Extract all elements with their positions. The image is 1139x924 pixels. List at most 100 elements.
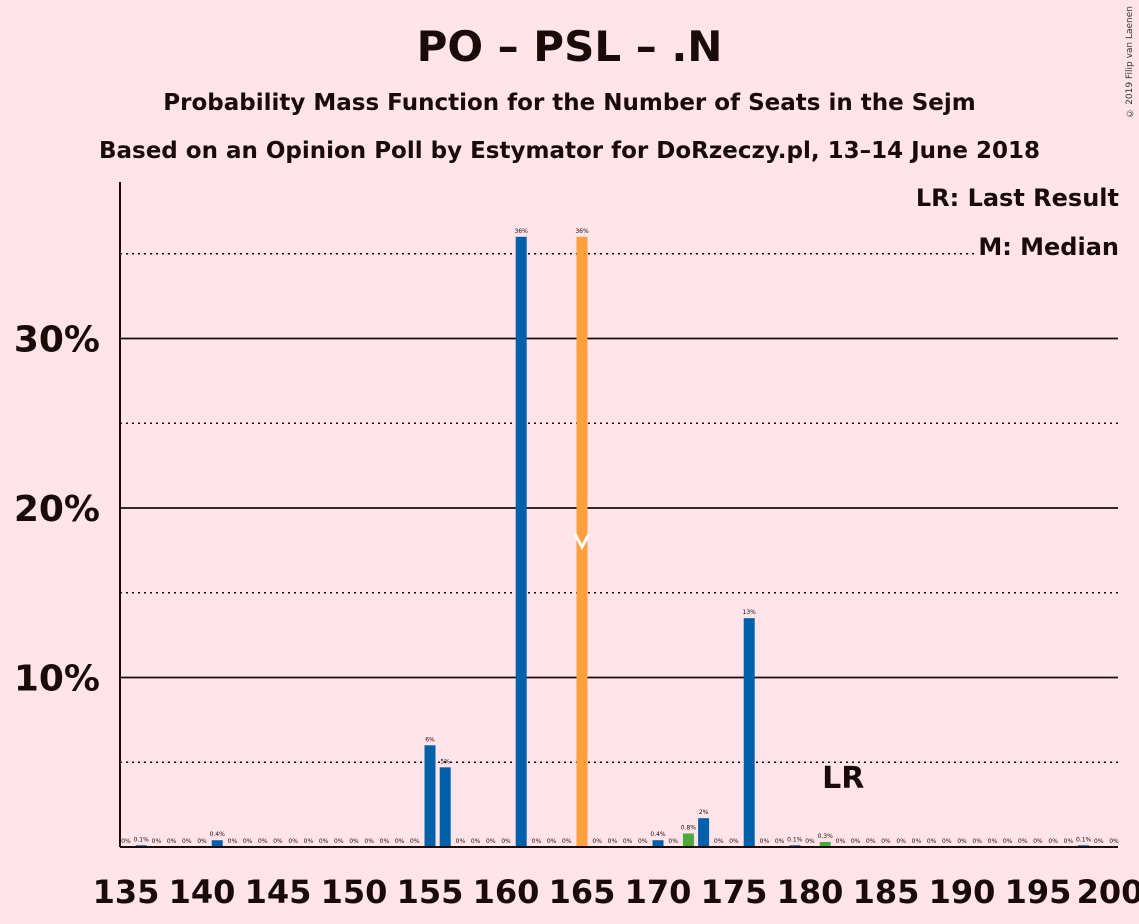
bar-seat-156 <box>439 767 451 847</box>
x-tick-label: 140 <box>169 873 236 911</box>
y-tick-label: 20% <box>14 489 100 530</box>
bar-value-label: 0% <box>501 838 511 845</box>
bar-seat-155 <box>424 745 436 847</box>
bar-value-label: 0% <box>1018 838 1028 845</box>
bar-value-label: 0% <box>608 838 618 845</box>
x-tick-label: 160 <box>473 873 540 911</box>
x-tick-label: 190 <box>929 873 996 911</box>
bar-value-label: 36% <box>575 228 589 235</box>
bar-value-label: 0% <box>243 838 253 845</box>
bar-value-label: 0% <box>486 838 496 845</box>
bar-value-label: 0% <box>775 838 785 845</box>
last-result-marker: LR <box>822 761 864 796</box>
bar-value-label: 0% <box>1094 838 1104 845</box>
bar-seat-172 <box>682 833 694 847</box>
x-tick-label: 185 <box>853 873 920 911</box>
bar-value-label: 0% <box>668 838 678 845</box>
y-tick-label: 10% <box>14 659 100 700</box>
bar-value-label: 0% <box>866 838 876 845</box>
legend-median: M: Median <box>978 233 1119 261</box>
bar-value-label: 0.1% <box>134 836 150 843</box>
bar-value-label: 0% <box>334 838 344 845</box>
bar-value-label: 0% <box>1064 838 1074 845</box>
bar-value-label: 0% <box>167 838 177 845</box>
bar-value-label: 0% <box>471 838 481 845</box>
bar-seat-141 <box>211 840 223 847</box>
median-marker <box>573 533 591 551</box>
bar-value-label: 0% <box>228 838 238 845</box>
bar-value-label: 0% <box>942 838 952 845</box>
bar-value-label: 0% <box>805 838 815 845</box>
bar-value-label: 0% <box>1109 838 1119 845</box>
bar-value-label: 0% <box>623 838 633 845</box>
bar-value-label: 0% <box>395 838 405 845</box>
bar-value-label: 0% <box>304 838 314 845</box>
bar-value-label: 0% <box>760 838 770 845</box>
x-tick-label: 200 <box>1077 873 1139 911</box>
bar-value-label: 0.4% <box>650 831 666 838</box>
x-tick-label: 150 <box>321 873 388 911</box>
bar-value-label: 0% <box>562 838 572 845</box>
bar-seat-161 <box>515 236 527 848</box>
x-tick-label: 175 <box>701 873 768 911</box>
bar-value-label: 2% <box>699 809 709 816</box>
bar-value-label: 0% <box>896 838 906 845</box>
bar-seat-165 <box>576 236 588 848</box>
bar-value-label: 0.4% <box>210 831 226 838</box>
bar-value-label: 0% <box>288 838 298 845</box>
bar-value-label: 0.3% <box>818 833 834 840</box>
bar-value-label: 0% <box>410 838 420 845</box>
bar-value-label: 0% <box>927 838 937 845</box>
bar-value-label: 0% <box>121 838 131 845</box>
bar-value-label: 0% <box>912 838 922 845</box>
x-tick-label: 180 <box>777 873 844 911</box>
bar-value-label: 6% <box>425 736 435 743</box>
bar-value-label: 0% <box>1048 838 1058 845</box>
y-tick-label: 30% <box>14 320 100 361</box>
bar-value-label: 0% <box>836 838 846 845</box>
bar-value-label: 0% <box>456 838 466 845</box>
bar-value-label: 0% <box>380 838 390 845</box>
bar-seat-173 <box>698 818 710 847</box>
bar-value-label: 0% <box>1033 838 1043 845</box>
bar-value-label: 0% <box>592 838 602 845</box>
bar-value-label: 0% <box>273 838 283 845</box>
legend-last-result: LR: Last Result <box>915 184 1119 212</box>
bar-value-label: 0% <box>988 838 998 845</box>
bar-seat-176 <box>743 618 755 847</box>
bar-value-label: 0% <box>638 838 648 845</box>
bar-value-label: 13% <box>743 609 757 616</box>
bar-value-label: 0% <box>729 838 739 845</box>
bar-value-label: 0.1% <box>787 836 803 843</box>
bar-value-label: 0.8% <box>681 824 697 831</box>
bar-value-label: 0% <box>319 838 329 845</box>
chart-source: Based on an Opinion Poll by Estymator fo… <box>98 138 1041 164</box>
bar-value-label: 0% <box>851 838 861 845</box>
x-tick-label: 155 <box>397 873 464 911</box>
bar-value-label: 5% <box>440 758 450 765</box>
bar-value-label: 0% <box>972 838 982 845</box>
bar-value-label: 0% <box>258 838 268 845</box>
bar-value-label: 36% <box>515 228 529 235</box>
x-tick-label: 145 <box>245 873 312 911</box>
bar-value-label: 0% <box>957 838 967 845</box>
bar-seat-181 <box>819 841 831 847</box>
bar-value-label: 0% <box>1003 838 1013 845</box>
bar-value-label: 0% <box>714 838 724 845</box>
x-tick-label: 170 <box>625 873 692 911</box>
bar-value-label: 0% <box>152 838 162 845</box>
x-tick-label: 165 <box>549 873 616 911</box>
chart-subtitle: Probability Mass Function for the Number… <box>163 90 976 116</box>
x-tick-label: 195 <box>1005 873 1072 911</box>
bar-value-label: 0.1% <box>1076 836 1092 843</box>
bar-value-label: 0% <box>364 838 374 845</box>
bar-seat-170 <box>652 840 664 847</box>
bar-value-label: 0% <box>197 838 207 845</box>
chart-title: PO – PSL – .N <box>416 22 723 71</box>
bar-value-label: 0% <box>547 838 557 845</box>
bar-value-label: 0% <box>182 838 192 845</box>
bar-value-label: 0% <box>349 838 359 845</box>
bar-value-label: 0% <box>532 838 542 845</box>
x-tick-label: 135 <box>93 873 160 911</box>
